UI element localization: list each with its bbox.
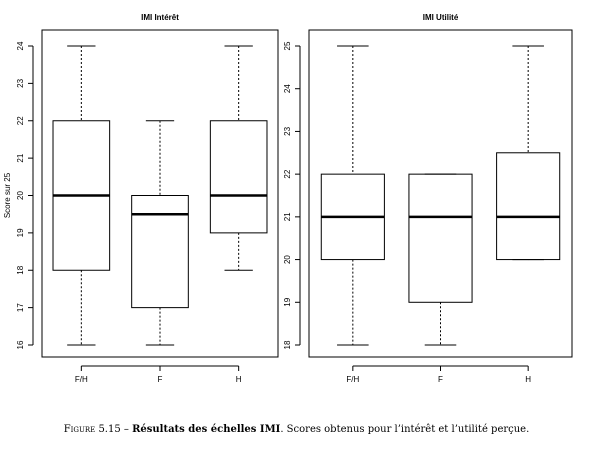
chart1-y-tick-label: 24 [16, 41, 25, 50]
chart2-title: IMI Utilité [423, 13, 459, 22]
chart1-y-tick-label: 19 [16, 228, 25, 237]
chart2-y-tick-label: 23 [283, 126, 292, 135]
chart1-y-tick-label: 23 [16, 78, 25, 87]
chart2-y-tick-label: 24 [283, 84, 292, 93]
chart1-y-tick-label: 22 [16, 116, 25, 125]
chart2-plot-frame [308, 29, 573, 358]
chart2-y-tick-label: 22 [283, 169, 292, 178]
chart2-y-tick-label: 25 [283, 41, 292, 50]
chart2-y-tick-label: 21 [283, 212, 292, 221]
chart2-y-tick-label: 18 [283, 340, 292, 349]
chart1-y-tick-label: 20 [16, 191, 25, 200]
caption-bold: Résultats des échelles IMI [132, 424, 281, 435]
caption-text: . Scores obtenus pour l’intérêt et l’uti… [280, 424, 530, 435]
chart2-x-tick-label: F/H [346, 375, 359, 384]
chart1-y-tick-label: 17 [16, 303, 25, 312]
chart1-x-tick-label: H [236, 375, 242, 384]
chart2-x-tick-label: H [525, 375, 531, 384]
chart1-box [209, 120, 268, 234]
chart2-y-tick-label: 19 [283, 297, 292, 306]
chart1-y-tick-label: 21 [16, 153, 25, 162]
chart1-x-tick-label: F [158, 375, 163, 384]
chart1-x-tick-label: F/H [75, 375, 88, 384]
chart1-plot-frame [41, 29, 279, 358]
boxplot-figure: IMI Intérêt Score sur 25 16 17 18 19 20 21 22 23 2… [3, 13, 573, 384]
figure-caption: Figure 5.15 – Résultats des échelles IMI… [0, 424, 593, 435]
chart2-box [496, 152, 561, 261]
chart1-box [131, 195, 189, 309]
caption-label: Figure 5.15 – [63, 424, 133, 435]
chart2-y-tick-label: 20 [283, 255, 292, 264]
chart1-y-tick-label: 16 [16, 340, 25, 349]
chart1-title: IMI Intérêt [141, 13, 179, 22]
chart1-y-tick-label: 18 [16, 265, 25, 274]
chart2-box [408, 173, 473, 303]
chart1-y-axis-label: Score sur 25 [3, 172, 12, 218]
chart2-x-tick-label: F [438, 375, 443, 384]
